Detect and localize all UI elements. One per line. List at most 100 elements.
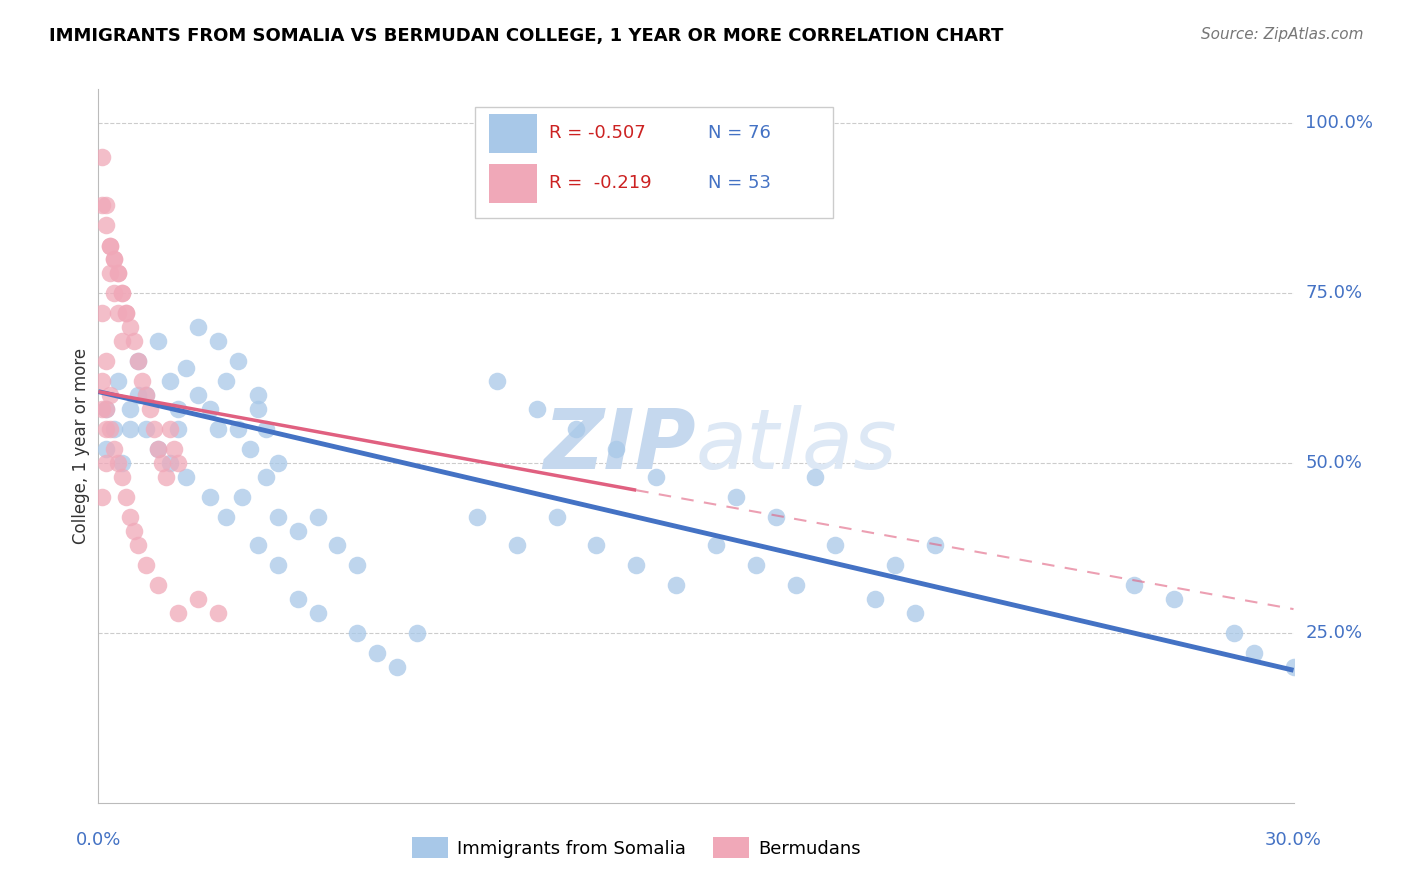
Point [207,606,229,620]
Point [98,238,122,252]
Point [665,578,688,592]
Point [385,660,409,674]
Point [645,469,668,483]
Point [724,490,747,504]
Point [207,334,229,348]
Point [267,510,290,524]
Point [167,456,190,470]
Point [159,422,181,436]
Point [135,388,157,402]
Point [91,375,114,389]
Point [526,401,548,416]
Point [155,469,177,483]
Point [366,646,388,660]
Point [98,388,122,402]
Point [167,422,190,436]
Point [115,490,138,504]
Point [103,252,125,266]
Point [91,150,114,164]
Point [120,510,142,524]
Point [167,401,190,416]
Point [120,422,142,436]
Point [148,578,170,592]
Point [226,422,249,436]
Point [111,286,134,301]
Point [546,510,568,524]
Point [198,401,221,416]
Legend: Immigrants from Somalia, Bermudans: Immigrants from Somalia, Bermudans [412,838,860,858]
Point [107,266,129,280]
Point [150,456,173,470]
Point [111,469,134,483]
Text: 30.0%: 30.0% [1265,831,1322,849]
Point [239,442,262,457]
Text: 0.0%: 0.0% [76,831,121,849]
Point [246,537,269,551]
Point [96,456,118,470]
Text: 75.0%: 75.0% [1306,284,1362,302]
Point [159,456,181,470]
Point [246,401,269,416]
Point [98,422,122,436]
Point [307,606,329,620]
Y-axis label: College, 1 year or more: College, 1 year or more [72,348,90,544]
Point [626,558,648,572]
Point [167,606,190,620]
Point [287,591,309,606]
Text: 100.0%: 100.0% [1306,114,1374,132]
Point [91,401,114,416]
Point [124,334,146,348]
Point [159,375,181,389]
Point [267,456,290,470]
Point [120,401,142,416]
Point [174,360,197,375]
Point [96,401,118,416]
Text: Source: ZipAtlas.com: Source: ZipAtlas.com [1201,27,1364,42]
Point [804,469,827,483]
Point [246,388,269,402]
Point [96,198,118,212]
Point [107,306,129,320]
Point [704,537,727,551]
Point [107,266,129,280]
Point [198,490,221,504]
Point [174,469,197,483]
Point [127,354,149,368]
Point [506,537,529,551]
Point [107,375,129,389]
FancyBboxPatch shape [475,107,834,218]
Point [96,422,118,436]
Point [1223,626,1246,640]
Point [485,375,508,389]
Point [135,558,157,572]
Point [267,558,290,572]
Text: ZIP: ZIP [543,406,696,486]
Point [148,334,170,348]
Point [207,422,229,436]
Point [135,388,157,402]
Point [231,490,253,504]
Point [96,218,118,232]
Point [91,490,114,504]
Point [127,388,149,402]
Point [127,354,149,368]
Text: R =  -0.219: R = -0.219 [548,175,651,193]
Point [884,558,907,572]
Point [120,320,142,334]
Text: atlas: atlas [696,406,897,486]
Text: IMMIGRANTS FROM SOMALIA VS BERMUDAN COLLEGE, 1 YEAR OR MORE CORRELATION CHART: IMMIGRANTS FROM SOMALIA VS BERMUDAN COLL… [49,27,1004,45]
Point [148,442,170,457]
Point [103,286,125,301]
Point [287,524,309,538]
Point [1123,578,1146,592]
Point [406,626,429,640]
FancyBboxPatch shape [489,114,537,153]
Point [127,537,149,551]
Point [254,422,277,436]
Point [226,354,249,368]
Point [785,578,807,592]
Point [605,442,627,457]
Point [124,524,146,538]
Point [115,306,138,320]
Point [139,401,162,416]
